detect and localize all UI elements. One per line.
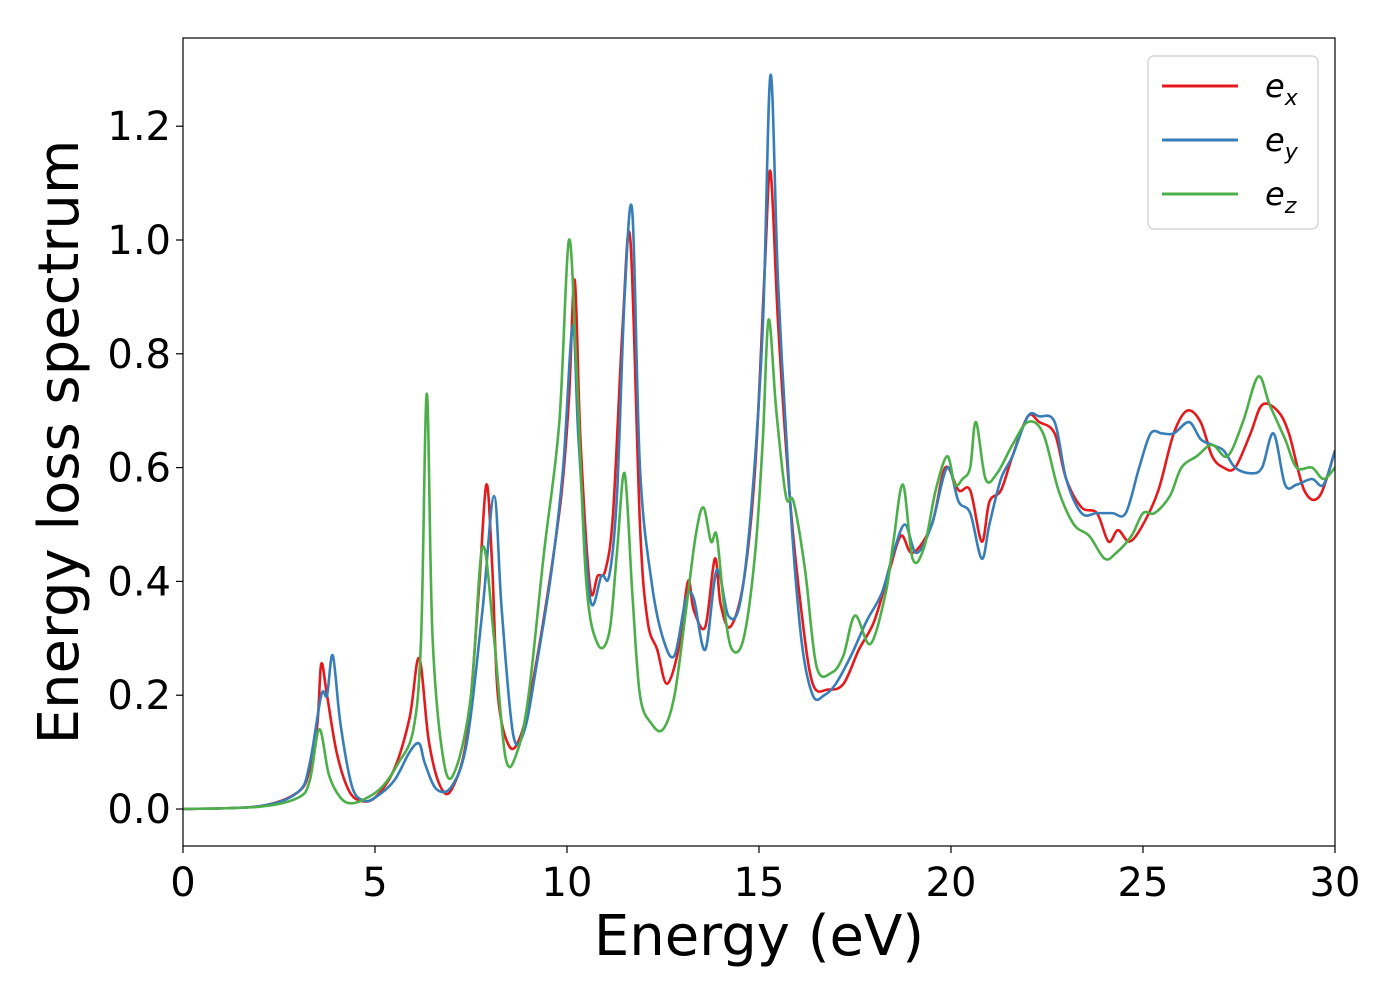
legend-label-base: e — [1265, 175, 1285, 213]
y-tick-label: 1.0 — [107, 218, 171, 264]
legend-label-base: e — [1265, 67, 1285, 105]
x-tick-label: 5 — [362, 860, 387, 906]
legend-label-subscript: y — [1284, 140, 1299, 165]
x-tick-label: 30 — [1310, 860, 1361, 906]
x-tick-label: 15 — [734, 860, 785, 906]
y-tick-label: 0.4 — [107, 559, 171, 605]
plot-area — [183, 38, 1335, 846]
x-axis-title: Energy (eV) — [594, 904, 924, 969]
y-tick-label: 0.8 — [107, 332, 171, 378]
y-tick-label: 0.6 — [107, 446, 171, 492]
legend-label-y: ey — [1265, 121, 1299, 165]
legend-frame — [1147, 55, 1319, 230]
legend-label-subscript: x — [1284, 86, 1299, 111]
legend-label-subscript: z — [1284, 194, 1297, 219]
legend-label-x: ex — [1265, 67, 1299, 111]
y-tick-label: 0.2 — [107, 673, 171, 719]
series-line-z — [183, 238, 1335, 811]
series-layer — [183, 73, 1335, 811]
tick-layer: 0 5 10 15 20 25 30 0.0 0.2 0.4 0.6 0.8 1.0 1.2 — [107, 104, 1360, 906]
x-tick-label: 20 — [926, 860, 977, 906]
y-axis-title: Energy loss spectrum — [27, 140, 92, 745]
x-tick-label: 0 — [170, 860, 195, 906]
legend-label-z: ez — [1265, 175, 1297, 219]
y-tick-label: 0.0 — [107, 787, 171, 833]
y-tick-label: 1.2 — [107, 104, 171, 150]
series-line-y — [183, 73, 1335, 811]
plot-frame — [182, 37, 1336, 847]
legend-label-base: e — [1265, 121, 1285, 159]
x-tick-label: 10 — [542, 860, 593, 906]
x-tick-label: 25 — [1118, 860, 1169, 906]
